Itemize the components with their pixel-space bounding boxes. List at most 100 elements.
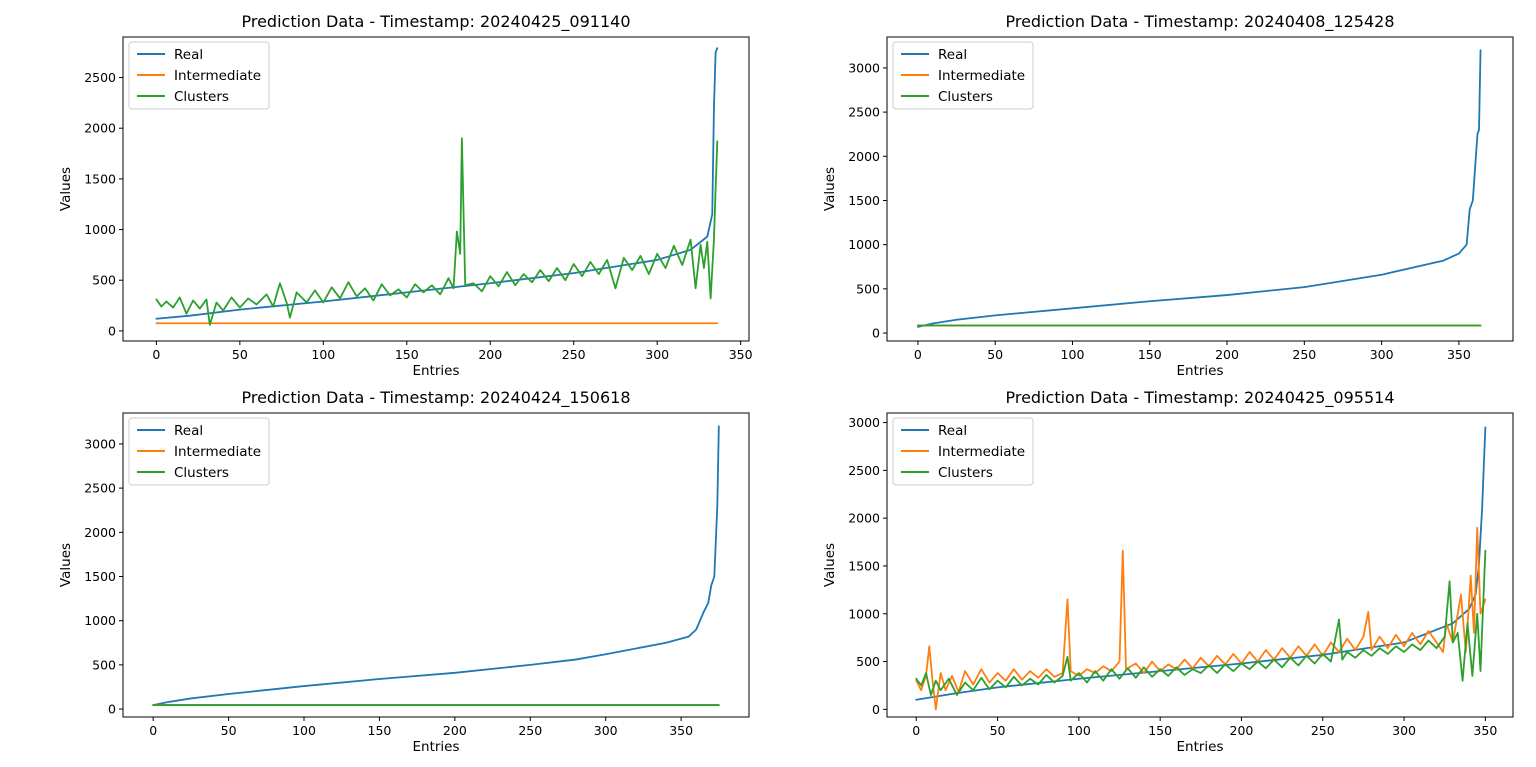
legend-label-clusters: Clusters bbox=[174, 89, 229, 105]
x-tick-label: 250 bbox=[1311, 723, 1335, 738]
axes-frame bbox=[886, 412, 1514, 718]
legend-label-real: Real bbox=[938, 423, 967, 439]
axes-frame bbox=[122, 36, 750, 342]
series-line-real bbox=[917, 49, 1482, 328]
x-tick-label: 350 bbox=[669, 723, 693, 738]
y-tick-label: 2500 bbox=[84, 70, 116, 85]
x-tick-label: 50 bbox=[987, 347, 1003, 362]
chart-panel-3: 0 50 100 150 200 250 300 350 0 500 1000 1500 2000 250… bbox=[58, 388, 750, 755]
y-tick-label: 0 bbox=[108, 702, 116, 717]
y-tick-label: 2000 bbox=[84, 121, 116, 136]
legend-box bbox=[892, 41, 1034, 110]
series-line-real bbox=[152, 425, 720, 706]
legend-box bbox=[892, 417, 1034, 486]
y-tick-label: 2500 bbox=[848, 463, 880, 478]
y-tick-label: 3000 bbox=[848, 415, 880, 430]
series-line-clusters bbox=[915, 549, 1487, 696]
x-tick-label: 150 bbox=[368, 723, 392, 738]
y-tick-label: 1000 bbox=[84, 613, 116, 628]
x-tick-label: 50 bbox=[232, 347, 248, 362]
chart-title: Prediction Data - Timestamp: 20240424_15… bbox=[241, 388, 630, 408]
x-tick-label: 300 bbox=[645, 347, 669, 362]
y-axis-label: Values bbox=[822, 167, 838, 211]
legend-label-intermediate: Intermediate bbox=[174, 68, 261, 84]
legend: Real Intermediate Clusters bbox=[892, 417, 1034, 486]
y-axis-label: Values bbox=[58, 543, 74, 587]
axes-frame bbox=[122, 412, 750, 718]
x-tick-label: 100 bbox=[1061, 347, 1085, 362]
x-tick-label: 300 bbox=[1392, 723, 1416, 738]
x-tick-label: 150 bbox=[1148, 723, 1172, 738]
y-tick-label: 3000 bbox=[848, 60, 880, 75]
legend-box bbox=[128, 417, 270, 486]
x-tick-label: 250 bbox=[518, 723, 542, 738]
legend-label-intermediate: Intermediate bbox=[174, 444, 261, 460]
chart-title: Prediction Data - Timestamp: 20240425_09… bbox=[241, 12, 630, 32]
x-tick-label: 0 bbox=[149, 723, 157, 738]
y-tick-label: 1500 bbox=[848, 193, 880, 208]
y-tick-label: 0 bbox=[872, 702, 880, 717]
x-tick-label: 0 bbox=[152, 347, 160, 362]
legend-box bbox=[128, 41, 270, 110]
legend: Real Intermediate Clusters bbox=[128, 417, 270, 486]
x-tick-label: 150 bbox=[1138, 347, 1162, 362]
y-tick-label: 0 bbox=[872, 326, 880, 341]
legend-label-clusters: Clusters bbox=[938, 89, 993, 105]
series-line-clusters bbox=[155, 137, 719, 326]
y-tick-label: 1500 bbox=[84, 171, 116, 186]
chart-panel-2: 0 50 100 150 200 250 300 350 0 500 1000 1500 2000 250… bbox=[822, 12, 1514, 379]
x-tick-label: 150 bbox=[395, 347, 419, 362]
y-axis-label: Values bbox=[58, 167, 74, 211]
x-tick-label: 0 bbox=[914, 347, 922, 362]
y-tick-label: 2500 bbox=[848, 105, 880, 120]
y-tick-label: 1000 bbox=[84, 222, 116, 237]
y-tick-label: 1500 bbox=[84, 569, 116, 584]
series-line-real bbox=[155, 47, 719, 320]
y-tick-label: 1000 bbox=[848, 237, 880, 252]
legend-label-intermediate: Intermediate bbox=[938, 68, 1025, 84]
chart-title: Prediction Data - Timestamp: 20240425_09… bbox=[1005, 388, 1394, 408]
y-tick-label: 2000 bbox=[848, 149, 880, 164]
chart-panel-1: 0 50 100 150 200 250 300 350 0 500 1000 1500 2000 250… bbox=[58, 12, 753, 379]
x-tick-label: 50 bbox=[990, 723, 1006, 738]
legend-label-real: Real bbox=[174, 47, 203, 63]
y-axis-label: Values bbox=[822, 543, 838, 587]
y-tick-label: 1500 bbox=[848, 558, 880, 573]
axes-frame bbox=[886, 36, 1514, 342]
y-tick-label: 0 bbox=[108, 323, 116, 338]
chart-title: Prediction Data - Timestamp: 20240408_12… bbox=[1005, 12, 1394, 32]
y-tick-label: 500 bbox=[856, 281, 880, 296]
x-tick-label: 200 bbox=[1215, 347, 1239, 362]
legend-label-real: Real bbox=[938, 47, 967, 63]
chart-panel-4: 0 50 100 150 200 250 300 350 0 500 1000 1500 2000 250… bbox=[822, 388, 1514, 755]
y-tick-label: 2000 bbox=[848, 511, 880, 526]
x-tick-label: 50 bbox=[221, 723, 237, 738]
x-tick-label: 200 bbox=[478, 347, 502, 362]
x-axis-label: Entries bbox=[1176, 739, 1223, 755]
x-tick-label: 350 bbox=[1447, 347, 1471, 362]
y-tick-label: 500 bbox=[92, 273, 116, 288]
legend-label-clusters: Clusters bbox=[938, 465, 993, 481]
x-tick-label: 300 bbox=[594, 723, 618, 738]
x-tick-label: 300 bbox=[1370, 347, 1394, 362]
y-tick-label: 500 bbox=[856, 654, 880, 669]
x-tick-label: 0 bbox=[912, 723, 920, 738]
legend-label-real: Real bbox=[174, 423, 203, 439]
x-axis-label: Entries bbox=[412, 739, 459, 755]
x-tick-label: 100 bbox=[292, 723, 316, 738]
x-tick-label: 350 bbox=[1473, 723, 1497, 738]
legend-label-intermediate: Intermediate bbox=[938, 444, 1025, 460]
legend-label-clusters: Clusters bbox=[174, 465, 229, 481]
x-axis-label: Entries bbox=[1176, 363, 1223, 379]
x-axis-label: Entries bbox=[412, 363, 459, 379]
x-tick-label: 350 bbox=[729, 347, 753, 362]
y-tick-label: 3000 bbox=[84, 436, 116, 451]
x-tick-label: 250 bbox=[562, 347, 586, 362]
y-tick-label: 500 bbox=[92, 657, 116, 672]
series-line-intermediate bbox=[915, 526, 1487, 711]
legend: Real Intermediate Clusters bbox=[892, 41, 1034, 110]
legend: Real Intermediate Clusters bbox=[128, 41, 270, 110]
x-tick-label: 200 bbox=[1230, 723, 1254, 738]
x-tick-label: 250 bbox=[1292, 347, 1316, 362]
